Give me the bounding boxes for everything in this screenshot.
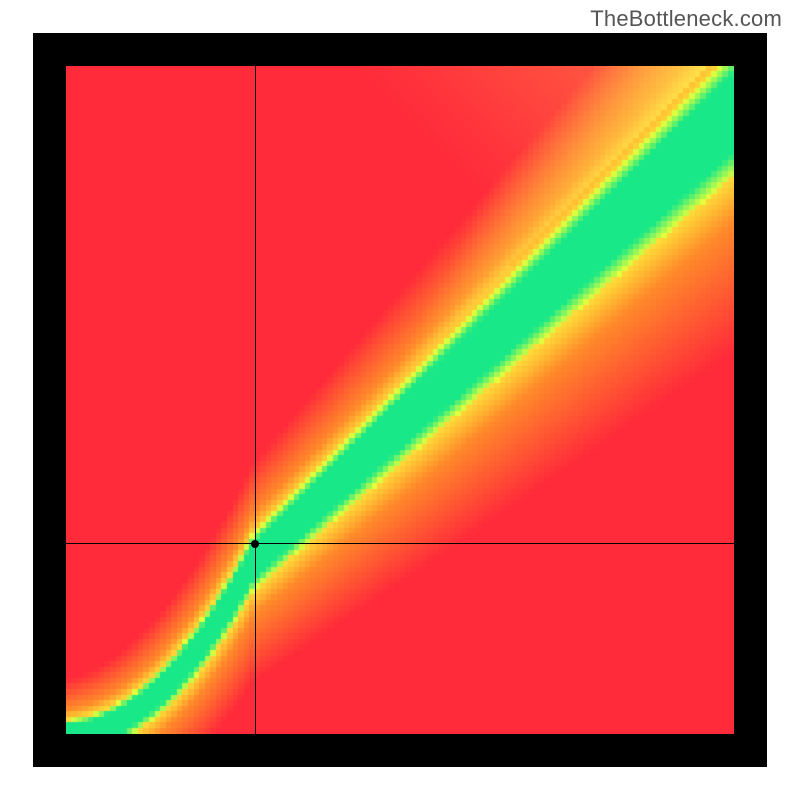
plot-frame [33,33,767,767]
attribution-label: TheBottleneck.com [590,6,782,32]
heatmap-canvas [66,66,734,734]
chart-container: TheBottleneck.com [0,0,800,800]
heatmap-plot [66,66,734,734]
